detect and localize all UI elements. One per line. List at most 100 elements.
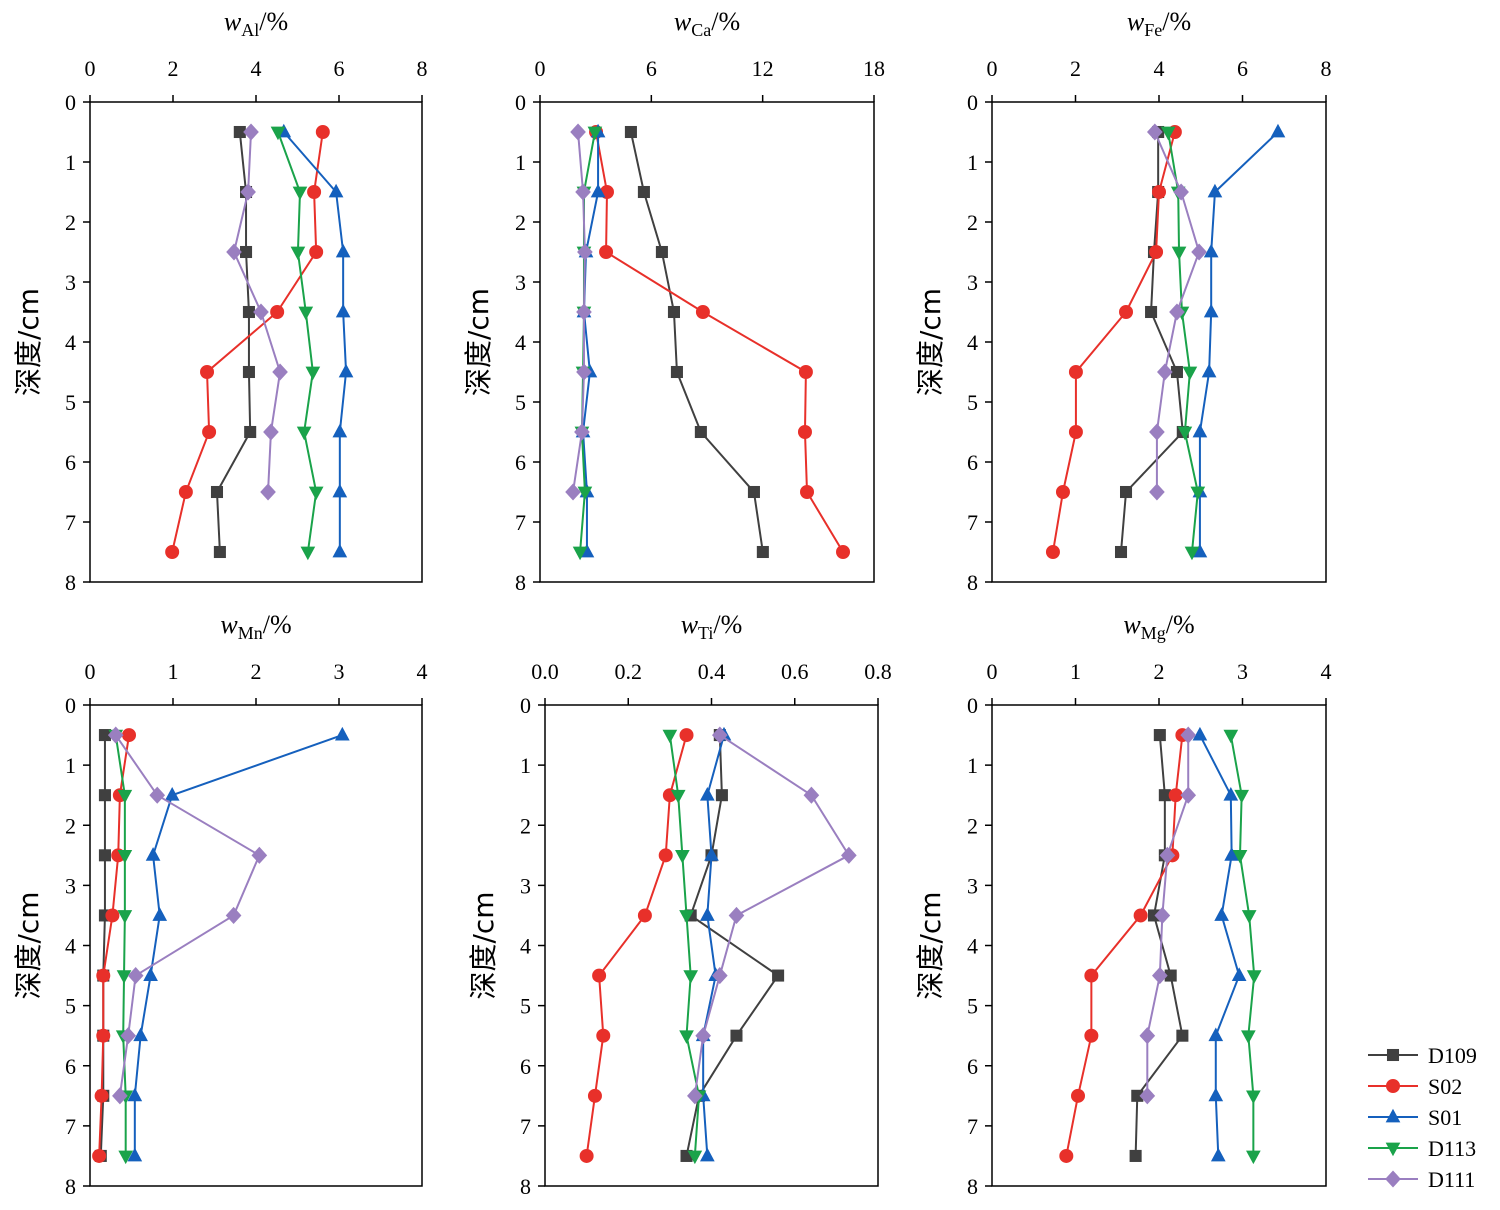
marker	[94, 1088, 109, 1103]
marker	[575, 183, 591, 201]
legend-marker	[1386, 1048, 1400, 1062]
marker	[122, 728, 137, 743]
y-tick-label: 2	[515, 210, 526, 235]
marker	[694, 425, 707, 439]
marker	[1210, 1147, 1226, 1162]
series-line	[1134, 734, 1184, 1156]
y-tick-label: 3	[967, 270, 978, 295]
legend-label: D111	[1428, 1167, 1475, 1192]
marker	[1139, 1027, 1156, 1045]
x-tick-label: 2	[1070, 56, 1081, 81]
marker	[579, 1148, 594, 1163]
marker	[1059, 1148, 1074, 1163]
marker	[307, 185, 322, 199]
title-var: w	[1123, 610, 1141, 639]
marker	[226, 243, 242, 261]
marker	[756, 545, 769, 559]
marker	[797, 425, 812, 439]
legend-marker	[1385, 1142, 1401, 1157]
marker	[328, 183, 344, 198]
x-tick-label: 4	[417, 659, 428, 684]
y-tick-label: 7	[967, 510, 978, 535]
marker	[1152, 967, 1168, 985]
y-tick-label: 7	[515, 510, 526, 535]
legend-marker	[1386, 1079, 1400, 1093]
y-tick-label: 4	[520, 934, 531, 959]
marker	[576, 363, 592, 381]
title-var: w	[681, 610, 699, 639]
marker	[590, 183, 606, 198]
marker	[687, 1150, 703, 1165]
marker	[699, 786, 715, 801]
marker	[240, 245, 253, 259]
marker	[730, 1029, 743, 1042]
y-tick-label: 8	[967, 1174, 978, 1199]
marker	[1190, 486, 1206, 501]
marker	[152, 907, 168, 921]
x-tick-label: 8	[417, 56, 428, 81]
marker	[1160, 126, 1176, 141]
y-tick-label: 7	[967, 1114, 978, 1139]
marker	[699, 1147, 715, 1162]
marker	[242, 305, 255, 319]
marker	[803, 786, 820, 804]
marker	[200, 365, 215, 379]
marker	[251, 846, 268, 864]
y-tick-label: 0	[65, 90, 76, 115]
marker	[1154, 906, 1171, 924]
marker	[772, 969, 785, 982]
marker	[1145, 305, 1158, 319]
marker	[841, 846, 857, 864]
x-tick-label: 4	[1321, 659, 1332, 684]
marker	[120, 1027, 137, 1045]
y-tick-label: 8	[515, 570, 526, 595]
x-tick-label: 2	[168, 56, 179, 81]
y-tick-label: 2	[65, 210, 76, 235]
marker	[704, 847, 719, 861]
y-tick-label: 7	[520, 1114, 531, 1139]
marker	[243, 123, 259, 141]
marker	[596, 1028, 611, 1043]
x-tick-label: 4	[251, 56, 262, 81]
marker	[1180, 726, 1197, 744]
y-tick-label: 5	[515, 390, 526, 415]
y-tick-label: 4	[515, 330, 526, 355]
marker	[263, 423, 279, 441]
marker	[1119, 305, 1134, 319]
y-axis-label: 深度/cm	[462, 288, 495, 396]
marker	[272, 363, 288, 381]
plot-frame	[89, 101, 423, 583]
y-tick-label: 4	[967, 330, 978, 355]
series-line	[133, 734, 343, 1156]
marker	[1246, 1090, 1261, 1105]
marker	[1241, 910, 1257, 924]
marker	[96, 968, 111, 983]
marker	[178, 485, 193, 499]
marker	[1157, 363, 1173, 381]
marker	[292, 186, 308, 201]
series-line	[1120, 132, 1184, 553]
marker	[149, 786, 166, 804]
y-tick-label: 8	[967, 570, 978, 595]
marker	[1214, 907, 1229, 921]
y-tick-label: 0	[65, 693, 76, 718]
x-tick-label: 0	[987, 56, 998, 81]
marker	[570, 123, 586, 141]
x-tick-label: 2	[251, 659, 262, 684]
y-tick-label: 0	[967, 90, 978, 115]
marker	[112, 1087, 128, 1105]
x-tick-label: 1	[168, 659, 179, 684]
y-tick-label: 1	[967, 150, 978, 175]
marker	[1149, 423, 1165, 441]
panel-title: wMn/%	[220, 610, 291, 643]
marker	[711, 726, 728, 744]
x-tick-label: 0.6	[781, 659, 809, 684]
marker	[1119, 485, 1133, 499]
marker	[242, 365, 255, 379]
y-tick-label: 3	[65, 270, 76, 295]
marker	[105, 908, 120, 923]
marker	[1169, 303, 1185, 321]
marker	[1232, 849, 1248, 864]
title-var: w	[674, 7, 692, 36]
marker	[1208, 1027, 1224, 1042]
